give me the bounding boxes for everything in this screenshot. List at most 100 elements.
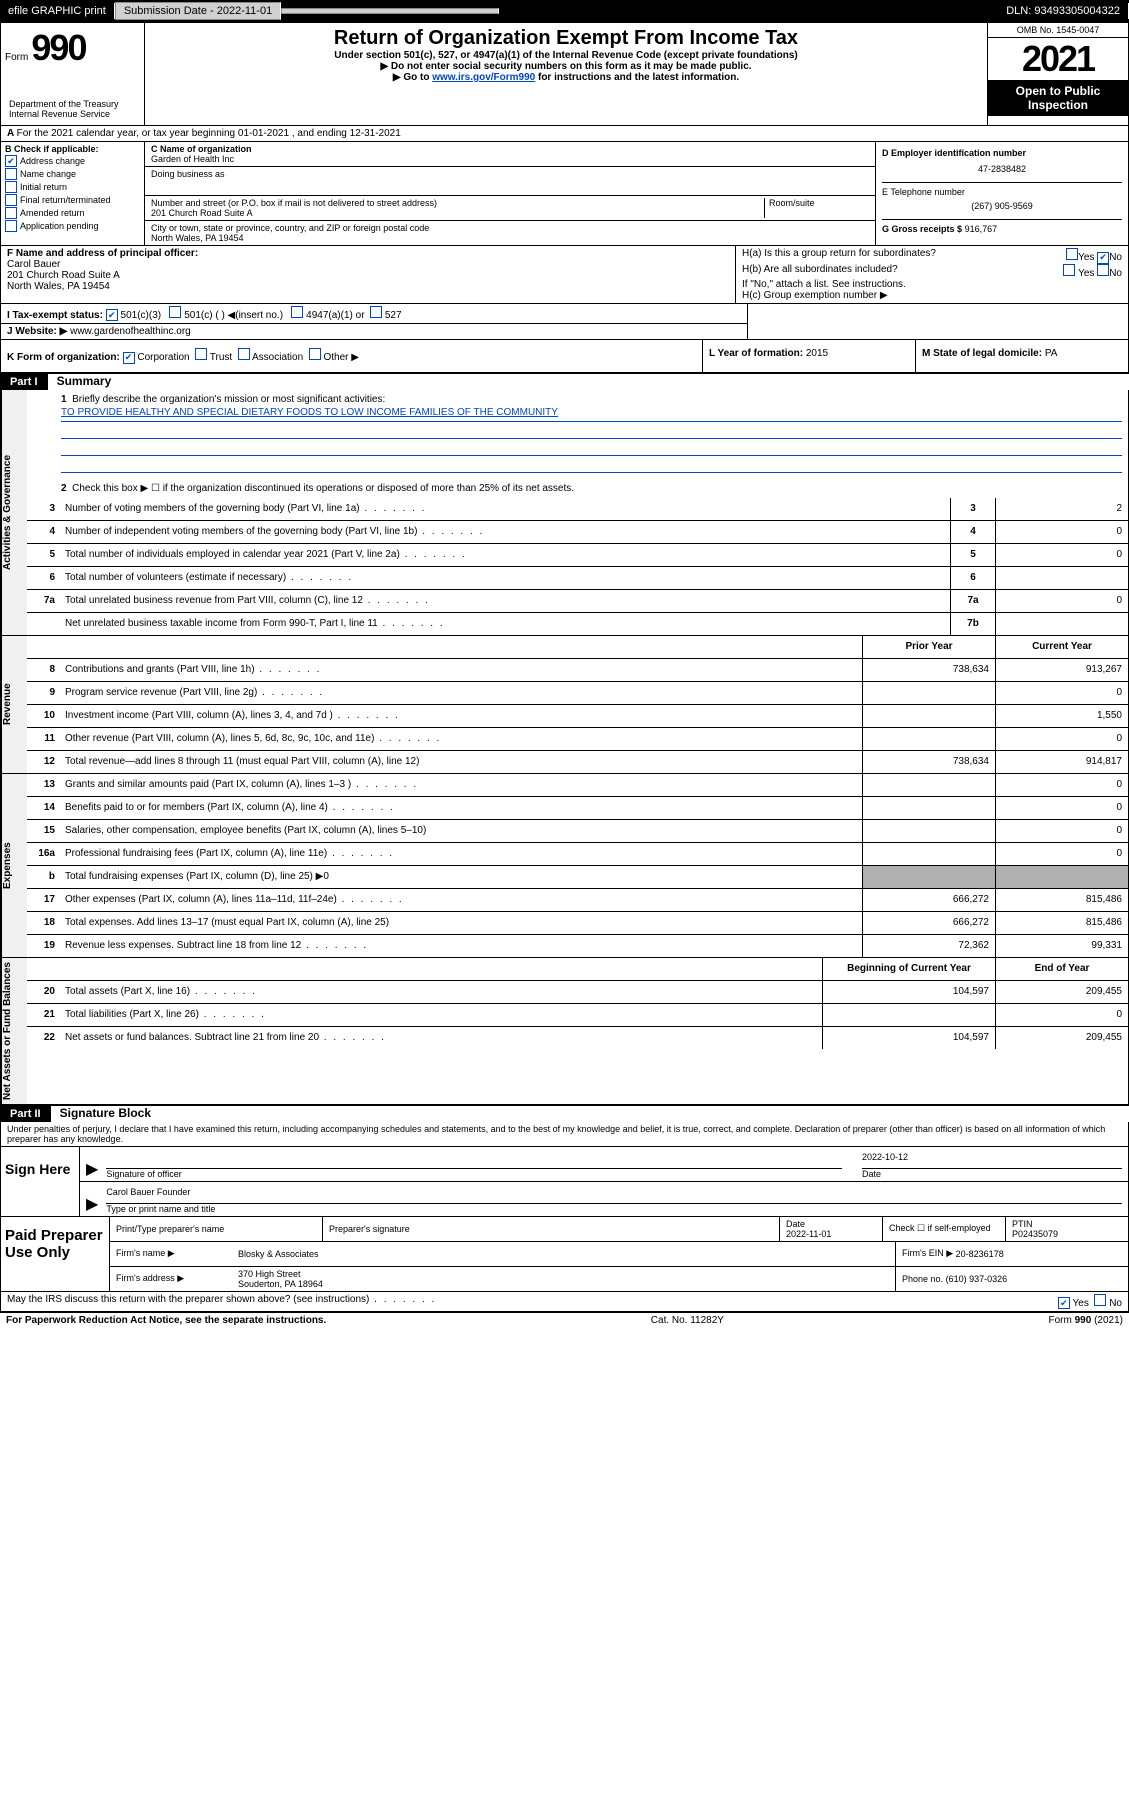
org-name: Garden of Health Inc — [151, 154, 869, 164]
phone-value: (267) 905-9569 — [882, 197, 1122, 211]
sec-b-title: B Check if applicable: — [5, 144, 140, 154]
line7b-val — [995, 613, 1128, 635]
form-label: Form — [5, 52, 28, 63]
firm-phone-value: (610) 937-0326 — [946, 1274, 1008, 1284]
gross-label: G Gross receipts $ — [882, 224, 962, 234]
end-year-header: End of Year — [995, 958, 1128, 980]
checkbox-name-change[interactable] — [5, 168, 17, 180]
checkbox-address-change[interactable]: ✔ — [5, 155, 17, 167]
527-checkbox[interactable] — [370, 306, 382, 318]
hb-yes-checkbox[interactable] — [1063, 264, 1075, 276]
part1-table: Activities & Governance 1 Briefly descri… — [0, 390, 1129, 1105]
501c3-checkbox[interactable]: ✔ — [106, 309, 118, 321]
line11-curr: 0 — [995, 728, 1128, 750]
checkbox-app-pending[interactable] — [5, 220, 17, 232]
line19-curr: 99,331 — [995, 935, 1128, 957]
city-label: City or town, state or province, country… — [151, 223, 869, 233]
501c-checkbox[interactable] — [169, 306, 181, 318]
k-other-checkbox[interactable] — [309, 348, 321, 360]
line11-prior — [862, 728, 995, 750]
4947-checkbox[interactable] — [291, 306, 303, 318]
ha-yes-checkbox[interactable] — [1066, 248, 1078, 260]
line14-desc: Benefits paid to or for members (Part IX… — [61, 800, 862, 815]
tax-year: 2021 — [988, 38, 1128, 80]
line20-curr: 209,455 — [995, 981, 1128, 1003]
hb-label: H(b) Are all subordinates included? — [742, 264, 898, 279]
firm-ein-value: 20-8236178 — [956, 1249, 1004, 1259]
line21-desc: Total liabilities (Part X, line 26) — [61, 1007, 822, 1022]
section-d: D Employer identification number 47-2838… — [876, 142, 1128, 245]
irs-yes-checkbox[interactable]: ✔ — [1058, 1297, 1070, 1309]
line6-val — [995, 567, 1128, 589]
omb-number: OMB No. 1545-0047 — [988, 23, 1128, 38]
line4-desc: Number of independent voting members of … — [61, 524, 950, 539]
line3-val: 2 — [995, 498, 1128, 520]
firm-addr-label: Firm's address ▶ — [109, 1267, 232, 1291]
sig-date-label: Date — [862, 1169, 1122, 1179]
part2-title: Signature Block — [54, 1106, 151, 1120]
line10-curr: 1,550 — [995, 705, 1128, 727]
firm-name-label: Firm's name ▶ — [109, 1242, 232, 1266]
officer-addr1: 201 Church Road Suite A — [7, 270, 729, 281]
form-link-row: ▶ Go to www.irs.gov/Form990 for instruct… — [153, 72, 979, 83]
line7a-desc: Total unrelated business revenue from Pa… — [61, 593, 950, 608]
sig-type-label: Type or print name and title — [106, 1204, 1122, 1214]
current-year-header: Current Year — [995, 636, 1128, 658]
q2-text: Check this box ▶ ☐ if the organization d… — [72, 483, 574, 494]
dba-label: Doing business as — [151, 169, 869, 179]
prior-year-header: Prior Year — [862, 636, 995, 658]
line14-curr: 0 — [995, 797, 1128, 819]
line9-curr: 0 — [995, 682, 1128, 704]
irs-link[interactable]: www.irs.gov/Form990 — [432, 72, 535, 83]
hc-label: H(c) Group exemption number ▶ — [742, 290, 1122, 301]
ha-no-checkbox[interactable]: ✔ — [1097, 252, 1109, 264]
checkbox-amended[interactable] — [5, 207, 17, 219]
addr-value: 201 Church Road Suite A — [151, 208, 764, 218]
footer-mid: Cat. No. 11282Y — [651, 1315, 724, 1326]
may-irs-text: May the IRS discuss this return with the… — [7, 1294, 436, 1310]
section-b: B Check if applicable: ✔Address change N… — [1, 142, 144, 245]
form-number: 990 — [31, 27, 85, 68]
firm-ein-label: Firm's EIN ▶ — [902, 1248, 953, 1259]
k-trust-checkbox[interactable] — [195, 348, 207, 360]
phone-label: E Telephone number — [882, 187, 1122, 197]
k-corp-checkbox[interactable]: ✔ — [123, 352, 135, 364]
line4-val: 0 — [995, 521, 1128, 543]
chk-label: Amended return — [20, 208, 85, 218]
line-a-tax-year: A For the 2021 calendar year, or tax yea… — [0, 126, 1129, 142]
sig-date-value: 2022-10-12 — [862, 1152, 1122, 1169]
line21-prior — [822, 1004, 995, 1026]
line13-curr: 0 — [995, 774, 1128, 796]
form-header: Form 990 Department of the Treasury Inte… — [0, 22, 1129, 126]
line12-desc: Total revenue—add lines 8 through 11 (mu… — [61, 754, 862, 769]
side-net-assets: Net Assets or Fund Balances — [1, 958, 27, 1104]
side-expenses: Expenses — [1, 774, 27, 957]
line18-curr: 815,486 — [995, 912, 1128, 934]
row-fgh: F Name and address of principal officer:… — [0, 246, 1129, 304]
blank-button[interactable] — [281, 8, 499, 14]
form-subtitle-2: ▶ Do not enter social security numbers o… — [153, 61, 979, 72]
gross-value: 916,767 — [965, 224, 998, 234]
submission-date-button[interactable]: Submission Date - 2022-11-01 — [115, 2, 281, 20]
checkbox-initial-return[interactable] — [5, 181, 17, 193]
line12-prior: 738,634 — [862, 751, 995, 773]
hb-no-checkbox[interactable] — [1097, 264, 1109, 276]
line8-curr: 913,267 — [995, 659, 1128, 681]
dept-treasury: Department of the Treasury Internal Reve… — [5, 97, 140, 121]
k-assoc-checkbox[interactable] — [238, 348, 250, 360]
chk-label: Application pending — [20, 221, 99, 231]
firm-addr1: 370 High Street — [238, 1269, 301, 1279]
efile-label: efile GRAPHIC print — [0, 3, 115, 19]
irs-no-checkbox[interactable] — [1094, 1294, 1106, 1306]
line8-desc: Contributions and grants (Part VIII, lin… — [61, 662, 862, 677]
ptin-label: PTIN — [1012, 1219, 1033, 1229]
checkbox-final-return[interactable] — [5, 194, 17, 206]
line7a-val: 0 — [995, 590, 1128, 612]
section-c: C Name of organization Garden of Health … — [144, 142, 876, 245]
prep-date-value: 2022-11-01 — [786, 1229, 831, 1239]
arrow-icon: ▶ — [86, 1194, 106, 1214]
top-bar: efile GRAPHIC print Submission Date - 20… — [0, 0, 1129, 22]
chk-label: Name change — [20, 169, 76, 179]
footer-left: For Paperwork Reduction Act Notice, see … — [6, 1315, 326, 1326]
line7b-desc: Net unrelated business taxable income fr… — [61, 616, 950, 631]
